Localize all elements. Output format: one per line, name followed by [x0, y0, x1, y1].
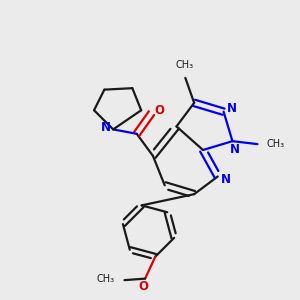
Text: N: N [227, 102, 237, 115]
Text: CH₃: CH₃ [96, 274, 114, 284]
Text: CH₃: CH₃ [266, 139, 284, 149]
Text: N: N [230, 143, 240, 157]
Text: O: O [139, 280, 148, 293]
Text: N: N [101, 121, 111, 134]
Text: N: N [221, 173, 231, 186]
Text: O: O [155, 104, 165, 117]
Text: CH₃: CH₃ [176, 61, 194, 70]
